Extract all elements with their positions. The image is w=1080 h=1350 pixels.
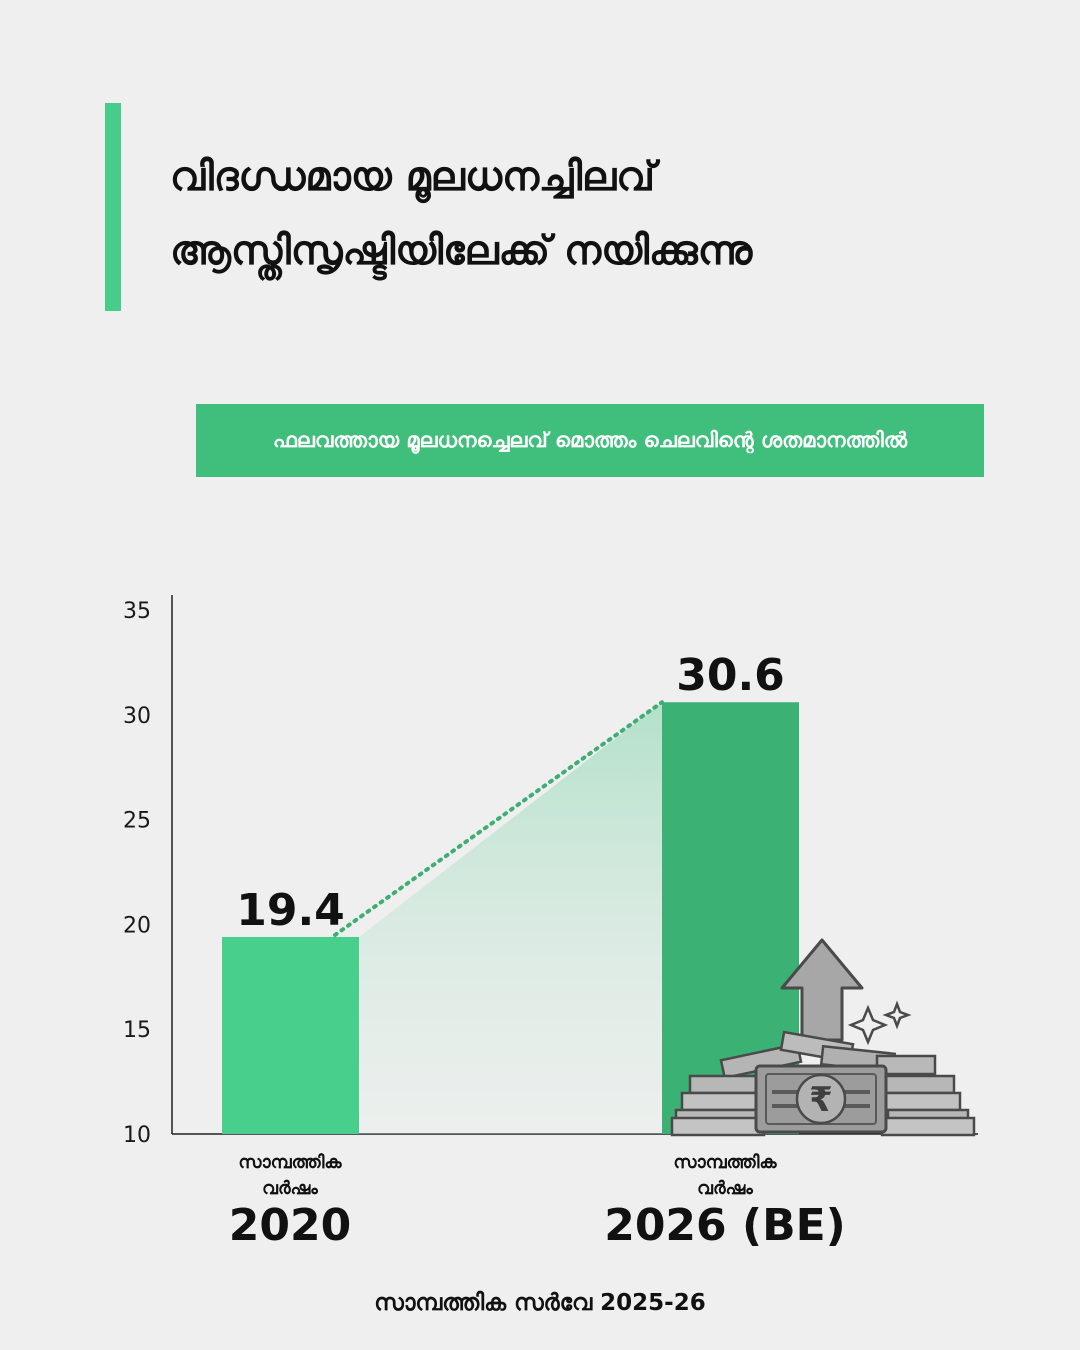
bar-2020 xyxy=(222,936,359,1134)
value-labels: 19.4 30.6 xyxy=(236,650,785,936)
y-tick-label: 25 xyxy=(123,809,151,834)
x-label-prefix2: വർഷം xyxy=(697,1178,753,1199)
chart-subtitle: ഫലവത്തായ മൂലധനച്ചെലവ് മൊത്തം ചെലവിന്റെ ശ… xyxy=(196,404,984,477)
rupee-money-stack-with-up-arrow-icon: ₹ xyxy=(670,938,976,1137)
trend-area xyxy=(359,702,662,1134)
x-label-year: 2020 xyxy=(229,1200,351,1251)
page-title: വിദഗ്ധമായ മൂലധനച്ചിലവ് ആസ്തിസൃഷ്ടിയിലേക്… xyxy=(170,140,1050,288)
title-accent-bar xyxy=(105,103,121,311)
x-label-prefix2: വർഷം xyxy=(262,1178,318,1199)
svg-text:₹: ₹ xyxy=(809,1080,833,1120)
source-footer: സാമ്പത്തിക സർവേ 2025-26 xyxy=(374,1290,706,1316)
x-label-year: 2026 (BE) xyxy=(604,1200,846,1251)
title-line-1: വിദഗ്ധമായ മൂലധനച്ചിലവ് xyxy=(170,154,655,200)
y-tick-label: 20 xyxy=(123,913,151,938)
title-line-2: ആസ്തിസൃഷ്ടിയിലേക്ക് നയിക്കുന്നു xyxy=(170,228,753,274)
trend-line xyxy=(333,700,664,937)
x-label-prefix: സാമ്പത്തിക xyxy=(238,1152,342,1173)
value-label: 30.6 xyxy=(676,650,785,701)
value-label: 19.4 xyxy=(236,885,345,936)
y-tick-label: 15 xyxy=(123,1018,151,1043)
y-tick-label: 35 xyxy=(123,599,151,624)
y-tick-label: 30 xyxy=(123,704,151,729)
x-label-prefix: സാമ്പത്തിക xyxy=(673,1152,777,1173)
y-tick-label: 10 xyxy=(123,1123,151,1148)
